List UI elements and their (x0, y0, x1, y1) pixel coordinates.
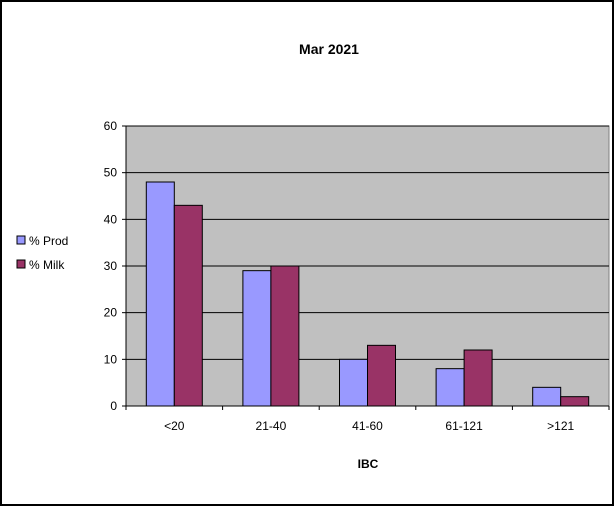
x-tick-label: 41-60 (352, 419, 383, 433)
y-tick-label: 10 (104, 352, 118, 366)
y-tick-label: 20 (104, 306, 118, 320)
x-tick-label: <20 (164, 419, 185, 433)
y-tick-label: 60 (104, 119, 118, 133)
bar-prod (242, 270, 272, 407)
legend-swatch (16, 259, 26, 269)
x-tick-label: 21-40 (256, 419, 287, 433)
legend-label: % Milk (29, 258, 65, 272)
bar-prod (532, 386, 562, 407)
bar-prod (145, 181, 175, 407)
y-tick-label: 50 (104, 166, 118, 180)
bar-milk (270, 265, 300, 407)
x-axis: <20 21-40 41-60 61-121 >121 (125, 405, 610, 433)
legend-label: % Prod (29, 234, 68, 248)
bar-milk (367, 344, 396, 407)
x-tick-label: 61-121 (445, 419, 483, 433)
bar-prod (339, 358, 368, 407)
legend-swatch (16, 235, 26, 245)
y-tick-label: 30 (104, 259, 118, 273)
bar-milk (173, 204, 203, 407)
legend: % Prod % Milk (16, 234, 68, 272)
bar-prod (435, 368, 465, 407)
y-axis: 0 10 20 30 40 50 60 (104, 119, 127, 413)
chart-title: Mar 2021 (299, 41, 359, 57)
x-axis-label: IBC (358, 457, 379, 471)
y-tick-label: 40 (104, 212, 118, 226)
x-tick-label: >121 (547, 419, 574, 433)
bars (145, 181, 590, 407)
bar-milk (560, 396, 590, 407)
y-tick-label: 0 (110, 399, 117, 413)
bar-milk (463, 349, 493, 407)
gridlines (126, 125, 609, 360)
